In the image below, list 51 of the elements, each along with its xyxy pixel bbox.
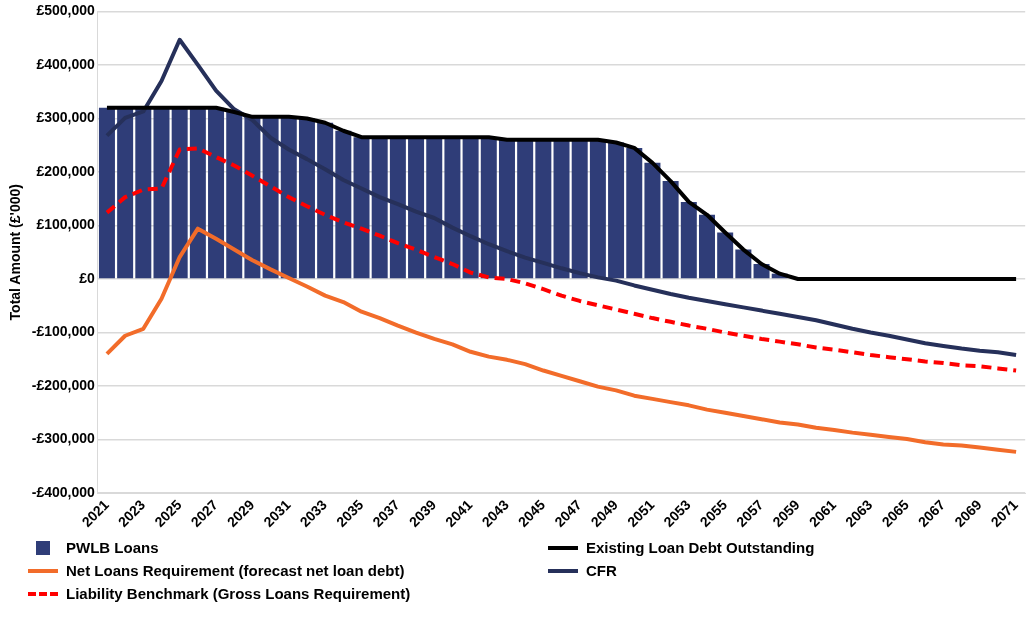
bar: [153, 107, 170, 279]
bar: [353, 137, 370, 279]
bar: [462, 137, 479, 279]
y-tick-label: £400,000: [36, 55, 96, 72]
bar: [644, 162, 661, 279]
y-tick-label: -£100,000: [31, 323, 96, 340]
legend-label: CFR: [586, 562, 617, 579]
bar: [717, 232, 734, 279]
bar: [335, 130, 352, 279]
bar: [535, 139, 552, 279]
bar: [698, 214, 715, 279]
y-tick-label: -£400,000: [31, 483, 96, 500]
legend-label: Liability Benchmark (Gross Loans Requirement): [66, 585, 411, 602]
bar: [444, 137, 461, 279]
legend-label: PWLB Loans: [66, 539, 159, 556]
line-series: [104, 146, 1019, 373]
bar: [626, 147, 643, 279]
bar: [135, 107, 152, 279]
bar: [371, 137, 388, 279]
bar: [735, 249, 752, 279]
y-tick-label: £300,000: [36, 109, 96, 126]
y-tick-label: £100,000: [36, 216, 96, 233]
bar: [280, 116, 297, 279]
bar: [244, 116, 261, 279]
bar: [680, 201, 697, 279]
bar: [389, 137, 406, 279]
y-tick-label: -£300,000: [31, 430, 96, 447]
legend-label: Net Loans Requirement (forecast net loan debt): [66, 562, 405, 579]
bar: [498, 139, 515, 279]
bar: [426, 137, 443, 279]
bar: [298, 118, 315, 279]
bar: [117, 107, 134, 279]
y-tick-label: £500,000: [36, 2, 96, 19]
bar: [480, 137, 497, 279]
bar: [662, 181, 679, 279]
bar: [571, 139, 588, 279]
bar: [553, 139, 570, 279]
bar: [208, 107, 225, 279]
bar: [317, 122, 334, 279]
bar: [517, 139, 534, 279]
bar: [226, 112, 243, 279]
y-axis-title: Total Amount (£'000): [7, 184, 24, 321]
y-tick-label: -£200,000: [31, 376, 96, 393]
legend-label: Existing Loan Debt Outstanding: [586, 539, 815, 556]
bar: [189, 107, 206, 279]
y-tick-label: £200,000: [36, 162, 96, 179]
bar: [408, 137, 425, 279]
bar: [608, 142, 625, 279]
bar: [98, 107, 115, 279]
y-tick-label: £0: [79, 269, 96, 286]
bar: [589, 139, 606, 279]
